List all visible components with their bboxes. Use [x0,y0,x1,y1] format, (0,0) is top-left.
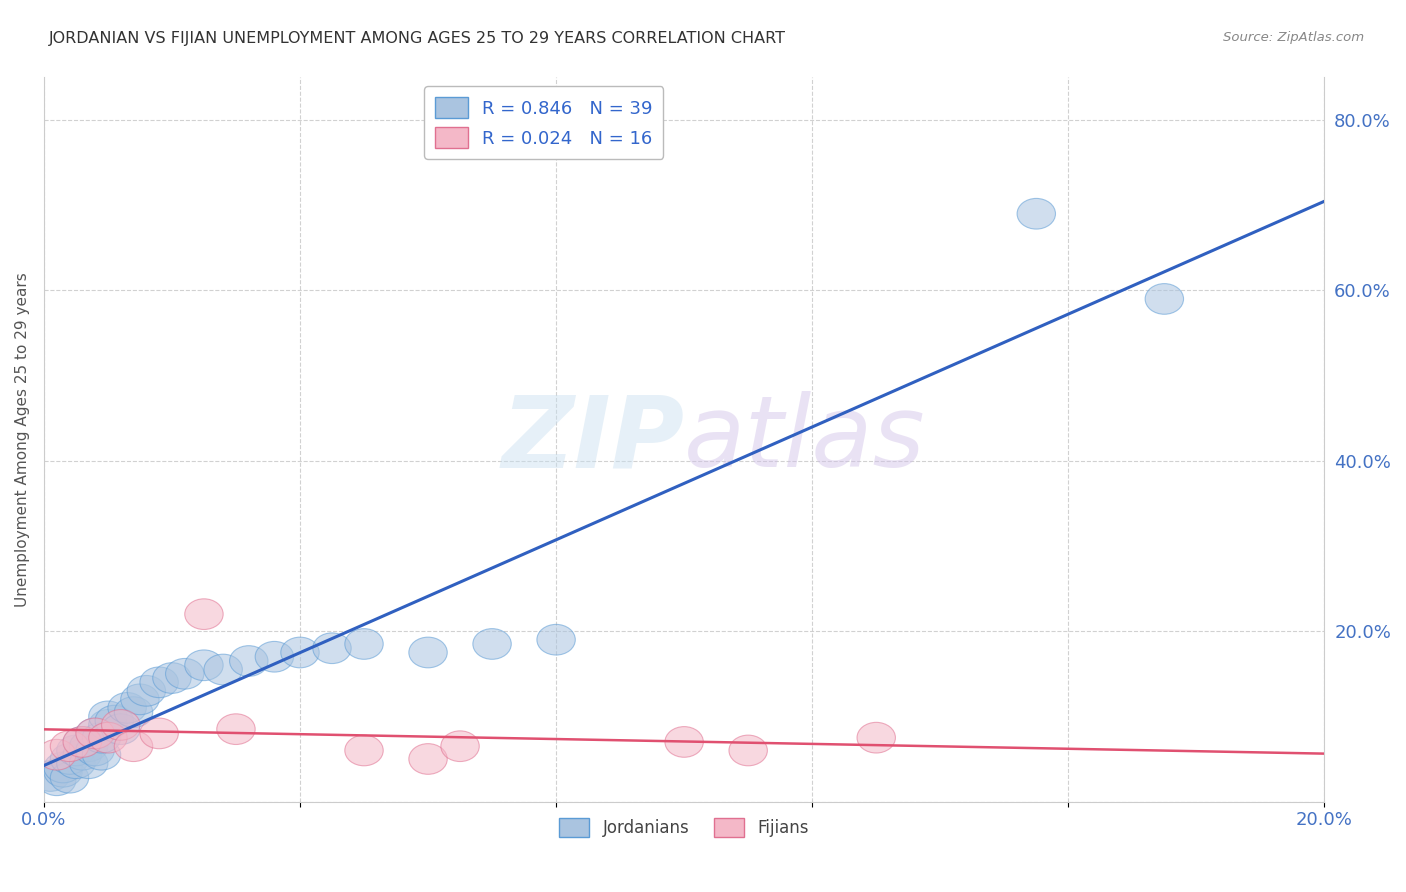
Ellipse shape [89,701,127,731]
Ellipse shape [1144,284,1184,314]
Ellipse shape [101,714,141,745]
Ellipse shape [229,646,269,676]
Ellipse shape [153,663,191,693]
Ellipse shape [312,633,352,664]
Ellipse shape [38,765,76,796]
Ellipse shape [217,714,254,745]
Ellipse shape [441,731,479,762]
Ellipse shape [69,747,108,779]
Ellipse shape [281,637,319,668]
Ellipse shape [96,706,134,736]
Ellipse shape [51,731,89,762]
Ellipse shape [472,629,512,659]
Text: JORDANIAN VS FIJIAN UNEMPLOYMENT AMONG AGES 25 TO 29 YEARS CORRELATION CHART: JORDANIAN VS FIJIAN UNEMPLOYMENT AMONG A… [49,31,786,46]
Ellipse shape [31,761,69,791]
Ellipse shape [89,709,127,740]
Ellipse shape [83,739,121,770]
Ellipse shape [858,723,896,753]
Ellipse shape [344,629,384,659]
Ellipse shape [184,599,224,630]
Ellipse shape [141,718,179,748]
Ellipse shape [114,731,153,762]
Ellipse shape [184,650,224,681]
Ellipse shape [76,718,114,748]
Ellipse shape [409,744,447,774]
Ellipse shape [44,756,83,787]
Ellipse shape [728,735,768,766]
Ellipse shape [51,744,89,774]
Ellipse shape [204,654,242,685]
Ellipse shape [69,731,108,762]
Text: atlas: atlas [685,391,925,488]
Ellipse shape [56,735,96,766]
Ellipse shape [56,747,96,779]
Ellipse shape [114,697,153,728]
Ellipse shape [344,735,384,766]
Ellipse shape [63,727,101,757]
Ellipse shape [665,727,703,757]
Ellipse shape [108,692,146,723]
Ellipse shape [76,718,114,748]
Ellipse shape [254,641,294,672]
Legend: Jordanians, Fijians: Jordanians, Fijians [553,812,815,844]
Ellipse shape [127,675,166,706]
Ellipse shape [121,684,159,714]
Text: ZIP: ZIP [501,391,685,488]
Ellipse shape [166,658,204,690]
Ellipse shape [44,752,83,783]
Ellipse shape [51,763,89,793]
Ellipse shape [409,637,447,668]
Ellipse shape [38,739,76,770]
Text: Source: ZipAtlas.com: Source: ZipAtlas.com [1223,31,1364,45]
Y-axis label: Unemployment Among Ages 25 to 29 years: Unemployment Among Ages 25 to 29 years [15,272,30,607]
Ellipse shape [76,735,114,766]
Ellipse shape [101,709,141,740]
Ellipse shape [63,727,101,757]
Ellipse shape [63,739,101,770]
Ellipse shape [1017,198,1056,229]
Ellipse shape [537,624,575,655]
Ellipse shape [83,723,121,753]
Ellipse shape [89,723,127,753]
Ellipse shape [141,667,179,698]
